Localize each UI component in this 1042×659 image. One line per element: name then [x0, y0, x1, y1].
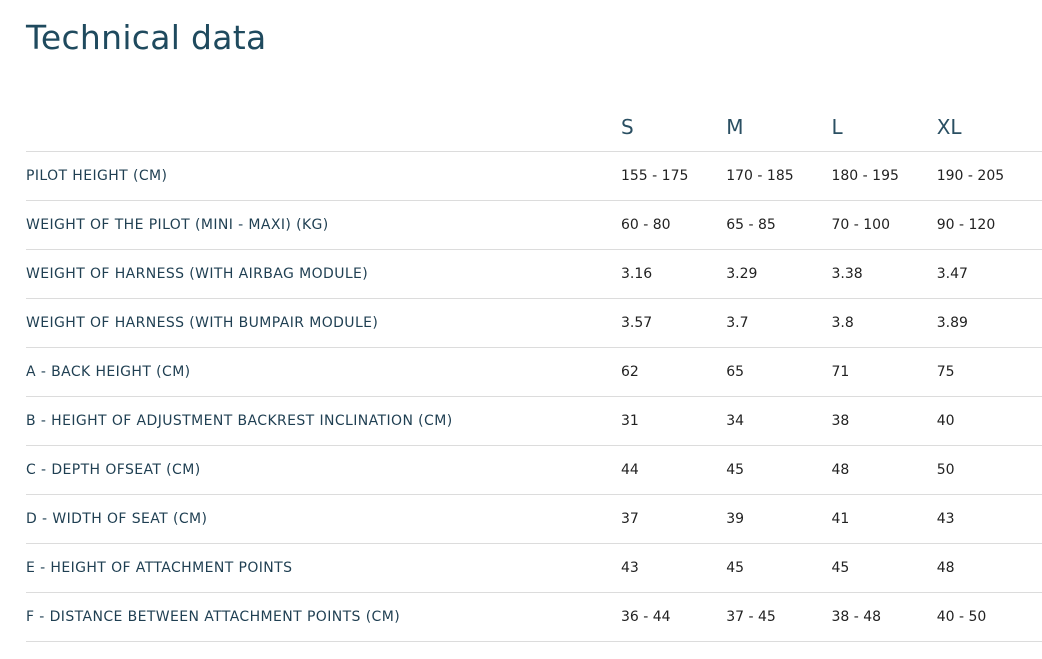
cell-value-l: 41 [831, 494, 937, 544]
size-header: M [726, 114, 744, 139]
row-label: C - DEPTH OFSEAT (CM) [26, 445, 621, 495]
cell-value-s: 44 [620, 445, 727, 495]
technical-data-table: S M L XL PILOT HEIGHT (CM) 155 - 175 170 -… [26, 102, 1042, 642]
size-header: L [831, 114, 843, 139]
cell-value-xl: 40 - 50 [936, 592, 1042, 642]
cell-value-m: 3.7 [726, 298, 832, 348]
cell-value-m: 37 - 45 [726, 592, 832, 642]
table-row: A - BACK HEIGHT (CM) 62 65 71 75 [26, 347, 1042, 397]
cell-value-s: 60 - 80 [620, 200, 727, 250]
cell-value-s: 3.16 [620, 249, 727, 299]
row-label: E - HEIGHT OF ATTACHMENT POINTS [26, 543, 621, 593]
cell-value-xl: 40 [936, 396, 1042, 446]
table-row: WEIGHT OF THE PILOT (MINI - MAXI) (KG) 60… [26, 200, 1042, 250]
cell-value-xl: 3.47 [936, 249, 1042, 299]
cell-value-m: 170 - 185 [726, 151, 832, 201]
cell-value-l: 70 - 100 [831, 200, 937, 250]
cell-value-l: 38 - 48 [831, 592, 937, 642]
row-label: F - DISTANCE BETWEEN ATTACHMENT POINTS (… [26, 592, 621, 642]
cell-value-m: 39 [726, 494, 832, 544]
cell-value-m: 65 [726, 347, 832, 397]
label-header [26, 102, 621, 152]
cell-value-s: 37 [620, 494, 727, 544]
cell-value-l: 3.38 [831, 249, 937, 299]
cell-value-m: 45 [726, 543, 832, 593]
cell-value-s: 31 [620, 396, 727, 446]
table-row: WEIGHT OF HARNESS (WITH AIRBAG MODULE) 3.… [26, 249, 1042, 299]
cell-value-xl: 75 [936, 347, 1042, 397]
table-row: C - DEPTH OFSEAT (CM) 44 45 48 50 [26, 445, 1042, 495]
table-row: PILOT HEIGHT (CM) 155 - 175 170 - 185 180 -… [26, 151, 1042, 201]
cell-value-xl: 50 [936, 445, 1042, 495]
size-header: XL [936, 114, 962, 139]
cell-value-m: 3.29 [726, 249, 832, 299]
page-title: Technical data [26, 18, 267, 57]
row-label: B - HEIGHT OF ADJUSTMENT BACKREST INCLIN… [26, 396, 621, 446]
cell-value-s: 3.57 [620, 298, 727, 348]
row-label: WEIGHT OF THE PILOT (MINI - MAXI) (KG) [26, 200, 621, 250]
table-row: F - DISTANCE BETWEEN ATTACHMENT POINTS (… [26, 592, 1042, 642]
row-label: WEIGHT OF HARNESS (WITH AIRBAG MODULE) [26, 249, 621, 299]
cell-value-l: 48 [831, 445, 937, 495]
cell-value-l: 45 [831, 543, 937, 593]
cell-value-l: 180 - 195 [831, 151, 937, 201]
row-label: PILOT HEIGHT (CM) [26, 151, 621, 201]
cell-value-m: 45 [726, 445, 832, 495]
cell-value-l: 71 [831, 347, 937, 397]
cell-value-s: 155 - 175 [620, 151, 727, 201]
cell-value-xl: 3.89 [936, 298, 1042, 348]
cell-value-m: 65 - 85 [726, 200, 832, 250]
size-header-row: S M L XL [26, 102, 1042, 152]
table-row: B - HEIGHT OF ADJUSTMENT BACKREST INCLIN… [26, 396, 1042, 446]
cell-value-xl: 43 [936, 494, 1042, 544]
cell-value-xl: 190 - 205 [936, 151, 1042, 201]
size-header: S [620, 114, 634, 139]
cell-value-l: 3.8 [831, 298, 937, 348]
row-label: A - BACK HEIGHT (CM) [26, 347, 621, 397]
row-label: D - WIDTH OF SEAT (CM) [26, 494, 621, 544]
cell-value-xl: 48 [936, 543, 1042, 593]
cell-value-s: 62 [620, 347, 727, 397]
table-row: E - HEIGHT OF ATTACHMENT POINTS 43 45 45 48 [26, 543, 1042, 593]
cell-value-l: 38 [831, 396, 937, 446]
cell-value-s: 36 - 44 [620, 592, 727, 642]
row-label: WEIGHT OF HARNESS (WITH BUMPAIR MODULE) [26, 298, 621, 348]
table-row: WEIGHT OF HARNESS (WITH BUMPAIR MODULE) 3… [26, 298, 1042, 348]
cell-value-s: 43 [620, 543, 727, 593]
cell-value-xl: 90 - 120 [936, 200, 1042, 250]
table-row: D - WIDTH OF SEAT (CM) 37 39 41 43 [26, 494, 1042, 544]
cell-value-m: 34 [726, 396, 832, 446]
